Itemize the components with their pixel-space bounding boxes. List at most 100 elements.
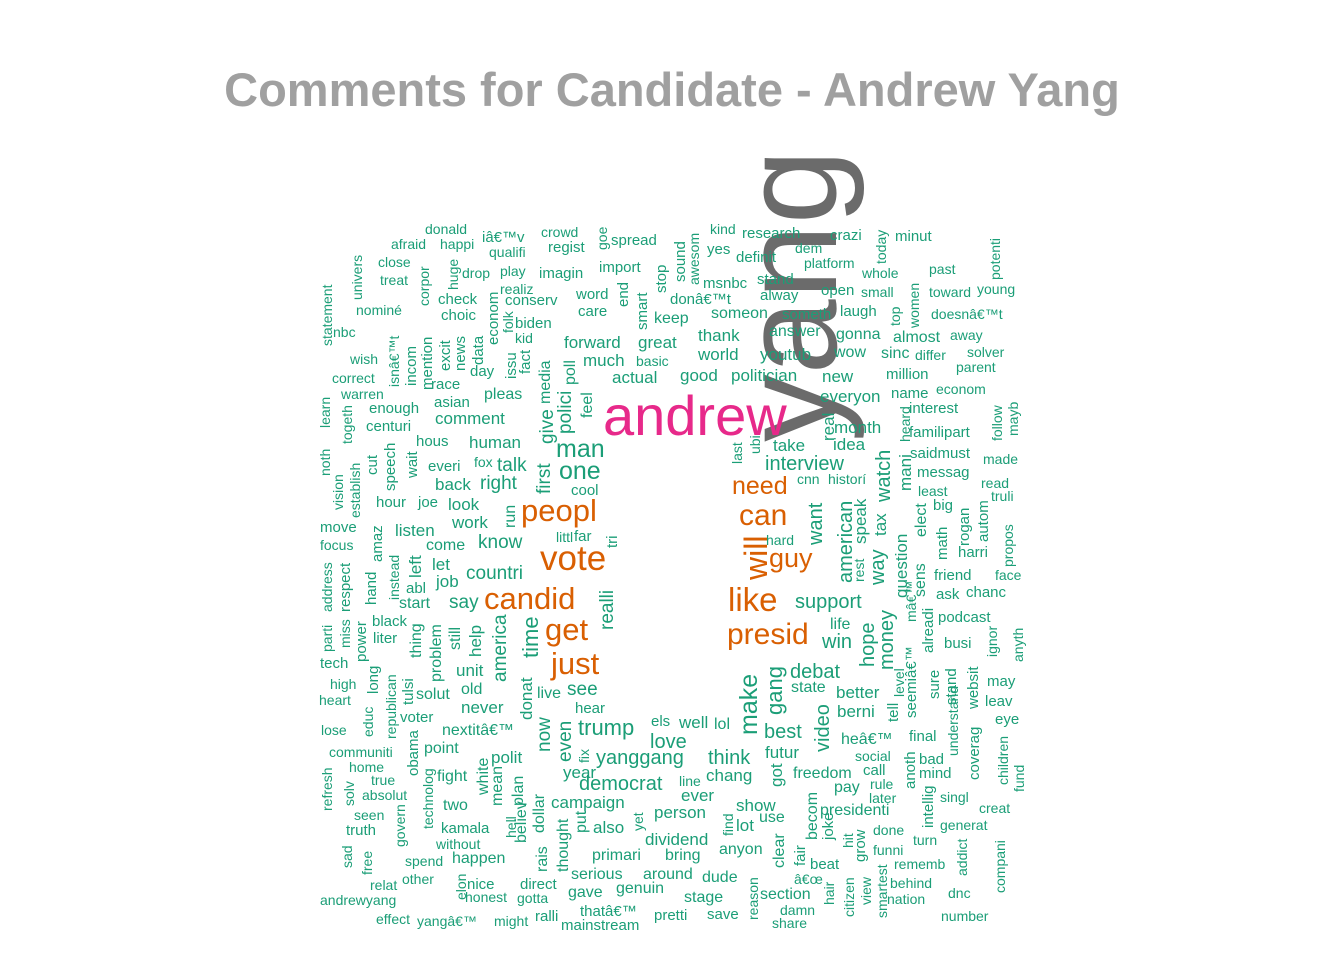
cloud-word: funni xyxy=(873,842,904,858)
cloud-word: just xyxy=(551,646,600,681)
cloud-word: democrat xyxy=(579,773,663,795)
cloud-word: chang xyxy=(706,766,753,785)
cloud-word: parent xyxy=(956,359,996,375)
cloud-word: stop xyxy=(653,264,670,293)
cloud-word: america xyxy=(490,614,511,682)
cloud-word: money xyxy=(876,609,898,670)
cloud-word: addict xyxy=(954,838,970,876)
cloud-word: behind xyxy=(890,875,933,891)
cloud-word: joe xyxy=(418,494,439,511)
cloud-word: honest xyxy=(465,889,508,905)
cloud-word: section xyxy=(760,886,811,903)
cloud-word: work xyxy=(452,513,488,532)
cloud-word: noth xyxy=(317,448,333,476)
cloud-word: busi xyxy=(944,635,972,652)
cloud-word: answer xyxy=(769,323,821,340)
cloud-word: right xyxy=(480,473,517,494)
cloud-word: children xyxy=(995,735,1011,785)
cloud-word: yanggang xyxy=(596,747,684,769)
cloud-word: home xyxy=(349,759,385,775)
cloud-word: happen xyxy=(452,850,506,867)
cloud-word: creat xyxy=(979,800,1011,816)
cloud-word: interview xyxy=(765,453,844,475)
cloud-word: race xyxy=(431,376,461,393)
cloud-word: best xyxy=(764,721,802,743)
cloud-word: face xyxy=(995,567,1022,583)
cloud-word: nation xyxy=(887,891,926,907)
cloud-word: also xyxy=(593,818,625,837)
cloud-word: final xyxy=(909,728,937,745)
cloud-word: yes xyxy=(707,241,731,258)
cloud-word: effect xyxy=(376,911,410,927)
cloud-word: alway xyxy=(760,287,799,304)
cloud-word: bad xyxy=(919,751,945,768)
cloud-word: intellig xyxy=(920,785,937,828)
cloud-word: away xyxy=(950,327,983,343)
cloud-word: realiz xyxy=(500,281,534,297)
cloud-word: person xyxy=(654,803,706,822)
cloud-word: elect xyxy=(913,503,930,537)
cloud-word: freedom xyxy=(793,765,852,782)
cloud-word: point xyxy=(424,740,459,757)
cloud-word: later xyxy=(869,790,897,806)
cloud-word: around xyxy=(643,866,693,883)
cloud-word: even xyxy=(555,720,576,762)
cloud-word: biden xyxy=(515,315,552,332)
cloud-word: mâ€™ xyxy=(903,580,919,622)
cloud-word: harri xyxy=(958,544,989,561)
cloud-word: hand xyxy=(363,571,380,605)
cloud-word: pretti xyxy=(654,907,688,924)
cloud-word: well xyxy=(679,713,709,732)
cloud-word: day xyxy=(470,363,495,380)
cloud-word: hous xyxy=(416,433,449,450)
cloud-word: regist xyxy=(548,239,585,256)
cloud-word: guy xyxy=(769,543,813,573)
cloud-word: new xyxy=(822,367,854,386)
cloud-word: close xyxy=(378,254,411,270)
cloud-word: lol xyxy=(714,716,731,733)
cloud-word: data xyxy=(470,335,487,365)
cloud-word: month xyxy=(834,418,882,437)
cloud-word: cut xyxy=(364,454,381,475)
cloud-word: look xyxy=(448,495,480,514)
cloud-word: take xyxy=(773,436,806,455)
cloud-word: turn xyxy=(913,832,938,848)
cloud-word: never xyxy=(461,698,504,717)
cloud-word: idea xyxy=(833,435,866,454)
cloud-word: pay xyxy=(834,779,860,796)
cloud-word: care xyxy=(578,303,608,320)
cloud-word: solver xyxy=(967,344,1005,360)
cloud-word: fact xyxy=(517,349,534,374)
cloud-word: want xyxy=(805,502,827,545)
cloud-word: econom xyxy=(485,291,502,345)
cloud-word: interest xyxy=(909,400,959,417)
cloud-word: get xyxy=(545,612,589,647)
cloud-word: establish xyxy=(347,462,363,518)
cloud-word: togeth xyxy=(339,405,355,444)
cloud-word: ubi xyxy=(747,435,763,454)
cloud-word: share xyxy=(772,915,808,931)
cloud-word: time xyxy=(518,616,543,658)
cloud-word: minut xyxy=(895,228,932,245)
cloud-word: speak xyxy=(851,498,870,544)
cloud-word: least xyxy=(918,483,948,499)
cloud-word: way xyxy=(867,549,889,585)
cloud-word: job xyxy=(436,572,459,591)
cloud-word: yet xyxy=(630,812,646,831)
cloud-word: andrewyang xyxy=(320,892,397,908)
cloud-word: rais xyxy=(534,846,551,872)
cloud-word: generat xyxy=(940,817,988,833)
cloud-word: without xyxy=(436,836,481,852)
cloud-word: everyon xyxy=(820,387,881,406)
cloud-word: nbc xyxy=(333,324,356,340)
cloud-word: word xyxy=(576,286,609,303)
cloud-word: chanc xyxy=(966,584,1007,601)
cloud-word: let xyxy=(432,555,450,574)
cloud-word: absolut xyxy=(362,787,408,803)
cloud-word: move xyxy=(320,519,357,536)
cloud-word: fox xyxy=(474,454,493,470)
cloud-word: talk xyxy=(497,455,527,476)
cloud-word: media xyxy=(537,360,554,404)
cloud-word: debat xyxy=(790,661,841,683)
cloud-word: becom xyxy=(804,791,821,840)
